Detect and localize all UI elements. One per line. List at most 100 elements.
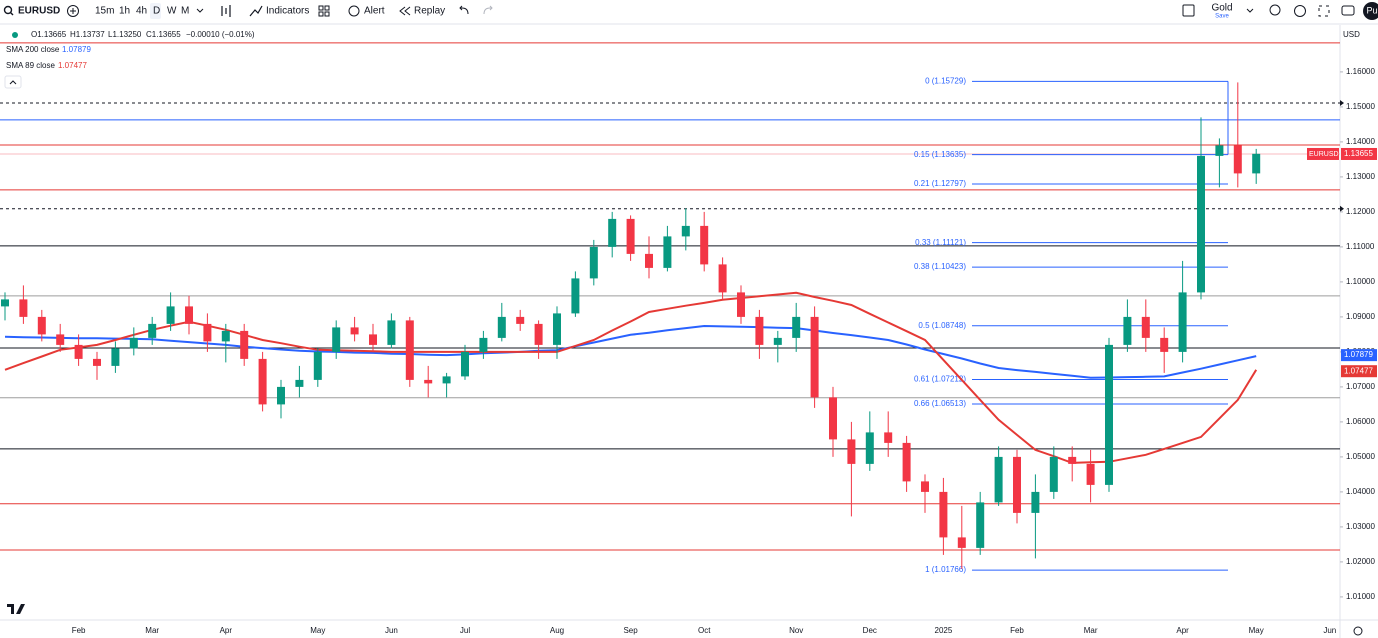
candle-body	[773, 337, 782, 345]
quick-search[interactable]	[1269, 4, 1281, 16]
candle-body	[258, 358, 267, 405]
x-tick-label: Mar	[145, 626, 159, 635]
candle-body	[277, 386, 285, 405]
candle-body	[1068, 456, 1077, 464]
interval[interactable]: 4h	[136, 6, 147, 17]
indicator-name[interactable]: SMA 89 close	[6, 61, 55, 70]
candle-body	[553, 313, 561, 345]
templates-icon[interactable]	[318, 5, 324, 11]
candle-body	[203, 323, 212, 342]
indicator-value: 1.07879	[62, 45, 91, 54]
interval[interactable]: D	[153, 6, 160, 17]
templates-icon	[318, 11, 324, 17]
search-icon-handle	[10, 12, 14, 16]
symbol-tag-bg	[1307, 147, 1339, 160]
candle-body	[369, 334, 377, 345]
candle-body	[479, 337, 488, 352]
indicators-button[interactable]: Indicators	[266, 6, 309, 17]
candle-body	[1141, 316, 1150, 338]
interval[interactable]: 15m	[95, 6, 114, 17]
indicators-icon	[249, 5, 263, 17]
save-button[interactable]: Save	[1215, 14, 1229, 20]
candle-body	[240, 330, 249, 359]
candle-body	[405, 320, 414, 380]
interval[interactable]: 1h	[119, 6, 130, 17]
candle-body	[1031, 491, 1040, 513]
interval-dropdown[interactable]	[196, 8, 204, 13]
alert-button[interactable]: Alert	[364, 6, 385, 17]
candle-body	[571, 278, 580, 314]
level-arrow	[1340, 205, 1344, 212]
y-tick-label: 1.02000	[1346, 557, 1375, 566]
candle-body	[74, 344, 83, 359]
candle-body	[1160, 337, 1169, 352]
layout-dropdown[interactable]	[1246, 8, 1254, 13]
candle-body	[111, 348, 120, 366]
search-icon[interactable]	[3, 5, 13, 15]
snapshot-button[interactable]	[1341, 5, 1355, 16]
ohlc-value: O1.13665	[31, 30, 67, 39]
indicator-tag: 1.07477	[1344, 366, 1373, 375]
candle-body	[1013, 456, 1021, 513]
legend-collapse[interactable]	[4, 75, 22, 89]
user-avatar[interactable]	[1363, 2, 1378, 20]
x-tick-label: 2025	[935, 626, 953, 635]
candle-body	[295, 379, 304, 387]
indicator-tag: 1.07879	[1344, 350, 1373, 359]
interval[interactable]: M	[181, 6, 189, 17]
candle-body	[589, 246, 598, 279]
y-tick-label: 1.07000	[1346, 382, 1375, 391]
y-tick-label: 1.14000	[1346, 137, 1375, 146]
x-tick-label: Dec	[863, 626, 877, 635]
y-tick-label: 1.01000	[1346, 592, 1375, 601]
candle-body	[534, 323, 543, 345]
x-tick-label: Feb	[1010, 626, 1024, 635]
layout-name[interactable]: Gold	[1211, 3, 1232, 14]
candle-body	[792, 316, 801, 338]
indicator-value: 1.07477	[58, 61, 87, 70]
candle-body	[681, 225, 690, 237]
fib-label: 0.38 (1.10423)	[914, 262, 966, 271]
candle-body	[129, 337, 138, 349]
x-tick-label: Apr	[220, 626, 233, 635]
fib-label: 0.66 (1.06513)	[914, 399, 966, 408]
x-tick-label: Nov	[789, 626, 803, 635]
y-tick-label: 1.15000	[1346, 102, 1375, 111]
x-tick-label: Jun	[385, 626, 398, 635]
fib-label: 0 (1.15729)	[925, 76, 966, 85]
candle-body	[1, 299, 9, 307]
candle-body	[829, 397, 837, 440]
compare-button[interactable]	[67, 5, 79, 17]
candle-body	[663, 236, 672, 268]
layout-icon[interactable]	[1182, 4, 1195, 17]
logo	[7, 604, 25, 614]
redo-button[interactable]	[483, 5, 493, 15]
symbol[interactable]: EURUSD	[18, 6, 60, 17]
replay-button[interactable]: Replay	[414, 6, 445, 17]
candle-body	[350, 327, 359, 335]
candle-body	[37, 316, 46, 335]
axis-settings[interactable]	[1353, 626, 1363, 636]
alert-icon	[348, 5, 360, 17]
currency-label[interactable]: USD	[1343, 30, 1360, 39]
candle-body	[1233, 145, 1242, 174]
x-tick-label: Mar	[1084, 626, 1098, 635]
indicator-name[interactable]: SMA 200 close	[6, 45, 60, 54]
fib-label: 1 (1.01766)	[925, 565, 966, 574]
candle-body	[700, 225, 709, 265]
ohlc-value: H1.13737	[70, 30, 105, 39]
interval[interactable]: W	[167, 6, 177, 17]
candle-body	[1105, 344, 1113, 485]
candle-body	[442, 376, 451, 384]
candle-body	[424, 379, 433, 384]
candle-body	[645, 253, 653, 268]
level-arrow	[1340, 100, 1344, 107]
settings-button[interactable]	[1294, 5, 1306, 17]
chart-type-icon[interactable]	[221, 5, 231, 17]
candle-body	[718, 264, 727, 293]
undo-button[interactable]	[459, 5, 469, 15]
candle-body	[93, 358, 101, 366]
candle-body	[387, 320, 396, 345]
y-tick-label: 1.10000	[1346, 277, 1375, 286]
candle-body	[1215, 145, 1224, 156]
